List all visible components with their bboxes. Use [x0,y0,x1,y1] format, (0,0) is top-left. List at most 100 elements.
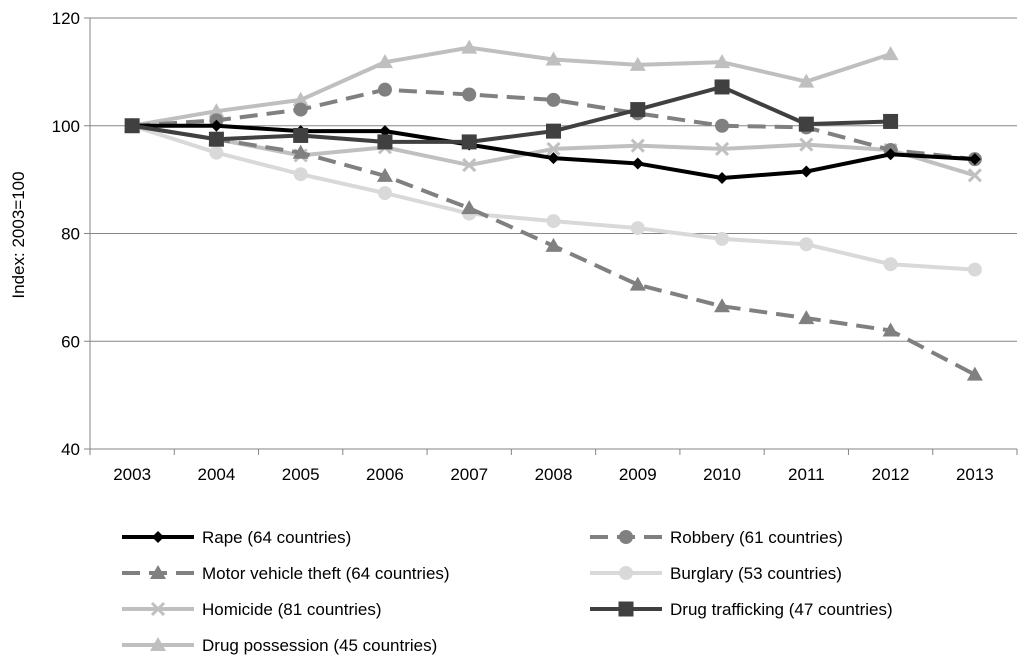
grid-lines [90,17,1017,342]
data-point [547,152,560,165]
legend-label: Drug trafficking (47 countries) [670,600,893,619]
data-point [714,54,731,69]
data-point [462,87,477,102]
data-point [378,125,391,138]
legend-label: Burglary (53 countries) [670,564,842,583]
legend-label: Rape (64 countries) [202,528,351,547]
series-6 [124,39,899,132]
data-point [209,145,224,160]
data-point [799,237,814,252]
series-line [131,45,892,128]
data-point [293,127,309,143]
data-point [546,141,561,156]
data-point [882,322,899,337]
legend-swatch-marker [150,637,166,651]
x-tick-label: 2008 [535,465,573,484]
data-point [629,56,646,71]
y-tick-label: 120 [52,9,80,28]
data-point [377,186,392,201]
series-5 [124,79,899,150]
data-point [293,102,308,117]
data-point [714,298,731,313]
y-axis-ticks: 40 60 80 100 120 [52,9,90,459]
series-line [131,84,891,144]
data-point [883,257,898,272]
legend-swatch-marker [619,530,633,544]
data-point [968,153,981,166]
legend-label: Motor vehicle theft (64 countries) [202,564,450,583]
data-point [630,138,645,153]
x-tick-label: 2012 [872,465,910,484]
data-point [715,118,730,133]
data-point [967,168,982,183]
data-point [884,148,897,161]
data-point [545,237,562,252]
data-point [376,167,393,182]
series-line [132,87,976,162]
data-point [882,46,899,61]
data-point [798,73,815,88]
data-point [630,102,646,118]
legend-item: Burglary (53 countries) [590,564,842,583]
data-point [377,82,392,97]
y-axis-title: Index: 2003=100 [9,171,28,298]
x-axis-ticks: 2003 2004 2005 2006 2007 2008 2009 2010 2011 2012… [89,449,1018,484]
legend-item: Drug possession (45 countries) [122,636,437,655]
marker-stroke [630,138,645,153]
legend-item: Rape (64 countries) [122,528,351,547]
legend-swatch-marker [618,601,634,617]
legend: Rape (64 countries) Robbery (61 countries… [122,528,893,655]
marker-stroke [714,141,730,156]
x-tick-label: 2013 [956,465,994,484]
data-point [714,141,730,156]
data-point [715,231,730,246]
data-point [714,79,730,95]
x-tick-label: 2010 [703,465,741,484]
data-point [883,113,899,129]
marker-stroke [546,141,561,156]
legend-swatch-marker [619,566,633,580]
data-point [546,123,561,139]
legend-item: Robbery (61 countries) [590,528,843,547]
data-point [630,221,645,236]
marker-stroke [799,137,814,152]
y-tick-label: 40 [61,440,80,459]
x-tick-label: 2011 [788,465,825,484]
legend-label: Homicide (81 countries) [202,600,382,619]
legend-swatch-marker [150,565,166,579]
x-tick-label: 2006 [366,465,404,484]
data-point [631,157,644,170]
marker-stroke [150,601,166,617]
data-point [546,214,561,229]
data-point [798,116,814,132]
x-tick-label: 2003 [113,465,151,484]
legend-item: Motor vehicle theft (64 countries) [122,564,450,583]
data-point [967,262,982,277]
data-point [461,134,477,150]
marker-stroke [462,158,477,173]
legend-label: Drug possession (45 countries) [202,636,437,655]
legend-swatch-marker [152,531,164,543]
data-point [292,91,309,106]
marker-stroke [967,168,982,183]
x-tick-label: 2005 [282,465,320,484]
data-point [293,167,308,182]
y-tick-label: 60 [61,332,80,351]
x-tick-label: 2009 [619,465,657,484]
legend-item: Homicide (81 countries) [122,600,382,619]
data-point [546,92,561,107]
data-point [210,119,223,132]
series-layer [124,39,983,381]
data-point [377,134,393,150]
y-tick-label: 80 [61,225,80,244]
data-point [800,165,813,178]
data-point [798,310,815,325]
x-tick-label: 2004 [197,465,235,484]
y-tick-label: 100 [52,117,80,136]
data-point [376,54,393,69]
data-point [799,137,814,152]
data-point [461,200,478,215]
data-point [966,366,983,381]
data-point [716,172,729,185]
